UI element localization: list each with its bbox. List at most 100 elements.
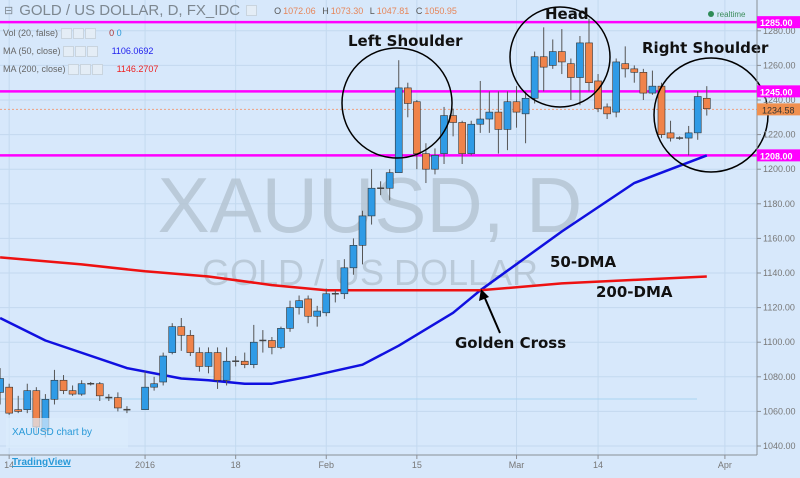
legend-label: MA (50, close) xyxy=(3,46,61,56)
eye-icon[interactable] xyxy=(68,64,80,76)
candle xyxy=(567,58,575,100)
candle xyxy=(431,148,439,175)
candle-body xyxy=(648,85,657,94)
settings-icon[interactable] xyxy=(80,64,92,76)
arrow-head-icon xyxy=(479,289,489,301)
candle xyxy=(5,383,13,415)
candle xyxy=(331,290,339,303)
eye-icon[interactable] xyxy=(60,28,72,40)
close-icon[interactable] xyxy=(87,46,99,58)
status-dot-icon xyxy=(708,11,714,17)
candle-body xyxy=(684,132,693,139)
grid xyxy=(0,0,757,455)
legend-value: 1106.0692 xyxy=(111,46,154,56)
candle-body xyxy=(576,42,584,78)
candle xyxy=(14,395,23,414)
candle xyxy=(403,82,412,118)
close-icon[interactable] xyxy=(92,64,104,76)
candle-body xyxy=(277,328,285,348)
candle-body xyxy=(249,341,258,365)
candle xyxy=(621,46,630,78)
candle xyxy=(259,330,267,353)
credit-text: XAUUSD chart by xyxy=(12,427,93,438)
symbol-title[interactable]: GOLD / US DOLLAR, D, FX_IDC xyxy=(19,2,241,19)
candle-body xyxy=(394,87,403,173)
moving-averages xyxy=(0,154,708,385)
settings-icon[interactable] xyxy=(75,46,87,58)
y-tick-label: 1100.00 xyxy=(763,337,795,347)
close-icon[interactable] xyxy=(84,28,96,40)
right-shoulder-label: Right Shoulder xyxy=(642,39,769,57)
candle xyxy=(521,91,530,144)
candle xyxy=(268,337,276,355)
candle-body xyxy=(340,267,349,295)
candle-body xyxy=(50,379,59,400)
candle xyxy=(204,347,213,374)
candle-body xyxy=(558,51,566,63)
candle-body xyxy=(358,215,367,246)
eye-icon[interactable] xyxy=(63,46,75,58)
candle-body xyxy=(476,118,485,125)
candle-body xyxy=(141,386,149,410)
close-label: C xyxy=(415,5,423,16)
level-tag xyxy=(757,16,800,29)
level-tag-label: 1245.00 xyxy=(760,87,793,97)
x-tick-label: Feb xyxy=(319,460,335,470)
candle xyxy=(684,125,693,156)
candle-body xyxy=(530,56,539,99)
candle xyxy=(313,305,322,327)
head-label: Head xyxy=(545,5,589,23)
price-axis[interactable]: 1040.00 1060.00 1080.00 1100.00 1120.00 1140.… xyxy=(757,26,796,451)
left-shoulder-circle xyxy=(341,47,453,159)
x-tick-label: 2016 xyxy=(135,460,155,470)
level-tag-label: 1208.00 xyxy=(760,151,793,161)
candle-body xyxy=(567,63,575,78)
y-tick-label: 1060.00 xyxy=(763,406,796,416)
candle xyxy=(159,352,167,386)
candle-body xyxy=(485,111,494,120)
candle-body xyxy=(539,56,548,68)
legend-ma50[interactable]: MA (50, close) 1106.0692 xyxy=(3,46,154,58)
close-value: 1050.95 xyxy=(424,5,457,16)
candle xyxy=(249,324,258,369)
candle xyxy=(195,347,204,372)
candle-body xyxy=(630,68,639,73)
y-tick-label: 1140.00 xyxy=(763,268,795,278)
candle xyxy=(0,368,4,405)
candle xyxy=(576,35,584,106)
y-tick-label: 1040.00 xyxy=(763,441,796,451)
candle-body xyxy=(286,307,294,329)
legend-value: 1146.2707 xyxy=(116,64,159,74)
time-axis[interactable]: 14 2016 18 Feb 15 Mar 14 Apr xyxy=(4,455,732,470)
settings-icon[interactable] xyxy=(246,5,258,16)
legend-label: Vol (20, false) xyxy=(3,28,59,38)
candle xyxy=(232,356,240,367)
level-tag-label: 1285.00 xyxy=(760,18,793,28)
candle-body xyxy=(403,87,412,104)
candle xyxy=(413,100,421,170)
candle-body xyxy=(431,155,439,170)
candle-body xyxy=(295,300,303,308)
high-label: H xyxy=(322,5,329,16)
candle xyxy=(340,259,349,299)
legend-ma200[interactable]: MA (200, close) 1146.2707 xyxy=(3,64,159,76)
golden-cross-label: Golden Cross xyxy=(455,334,566,352)
candle-body xyxy=(548,51,557,66)
watermark-name: GOLD / US DOLLAR xyxy=(202,252,538,293)
candle-body xyxy=(177,326,186,336)
ohlc-readout: O 1072.06 H 1073.30 L 1047.81 C 1050.95 xyxy=(274,6,461,16)
candle-body xyxy=(666,132,675,139)
x-tick-label: 14 xyxy=(593,460,603,470)
collapse-icon[interactable]: ⊟ xyxy=(4,5,14,17)
candle-body xyxy=(168,326,177,353)
tradingview-link[interactable]: TradingView xyxy=(12,457,71,468)
price-tags: 1285.00 1245.00 1208.00 1234.58 xyxy=(757,16,800,162)
candle-body xyxy=(195,352,204,367)
x-tick-label: 18 xyxy=(231,460,241,470)
x-tick-label: Mar xyxy=(509,460,525,470)
settings-icon[interactable] xyxy=(72,28,84,40)
legend-volume[interactable]: Vol (20, false) 0 0 xyxy=(3,28,122,40)
candle xyxy=(68,385,77,396)
candle-body xyxy=(585,42,593,84)
